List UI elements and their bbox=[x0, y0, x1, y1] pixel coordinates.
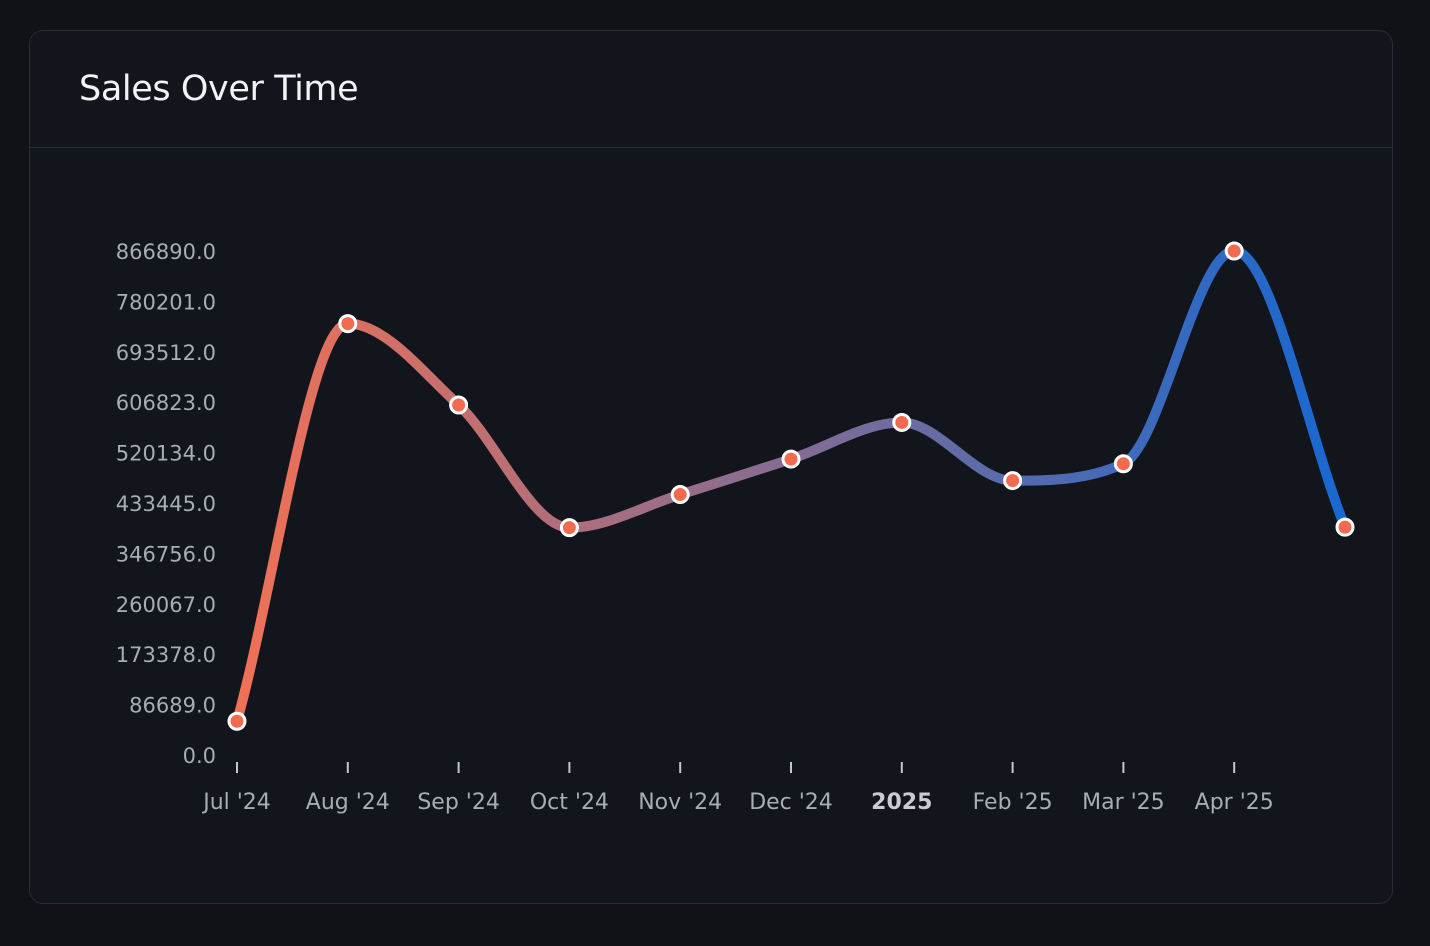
x-tick-label: Nov '24 bbox=[638, 790, 722, 815]
y-tick-label: 86689.0 bbox=[129, 694, 216, 718]
y-tick-label: 866890.0 bbox=[116, 240, 216, 264]
data-point[interactable] bbox=[1335, 517, 1355, 537]
y-tick-label: 260067.0 bbox=[116, 593, 216, 617]
x-tick-label: Dec '24 bbox=[749, 790, 833, 815]
data-point[interactable] bbox=[559, 518, 579, 538]
y-tick-label: 520134.0 bbox=[116, 442, 216, 466]
chart-title: Sales Over Time bbox=[79, 69, 359, 109]
x-tick-label: 2025 bbox=[871, 790, 932, 815]
x-tick-label: Apr '25 bbox=[1195, 790, 1274, 815]
x-tick-label: Oct '24 bbox=[530, 790, 609, 815]
data-point[interactable] bbox=[892, 412, 912, 432]
y-tick-label: 0.0 bbox=[183, 744, 216, 768]
data-point[interactable] bbox=[781, 449, 801, 469]
data-point[interactable] bbox=[227, 711, 247, 731]
data-point[interactable] bbox=[1224, 241, 1244, 261]
x-tick-label: Feb '25 bbox=[973, 790, 1053, 815]
data-point[interactable] bbox=[670, 485, 690, 505]
x-tick-label: Sep '24 bbox=[417, 790, 500, 815]
data-point[interactable] bbox=[338, 314, 358, 334]
y-tick-label: 433445.0 bbox=[116, 492, 216, 516]
data-point[interactable] bbox=[1113, 454, 1133, 474]
x-tick-label: Jul '24 bbox=[201, 790, 271, 815]
x-tick-label: Mar '25 bbox=[1082, 790, 1165, 815]
y-tick-label: 606823.0 bbox=[116, 391, 216, 415]
card-header: Sales Over Time bbox=[30, 31, 1392, 148]
y-tick-label: 693512.0 bbox=[116, 341, 216, 365]
series-sales bbox=[227, 241, 1355, 731]
x-axis: Jul '24 Aug '24 Sep '24 Oct '24 Nov '24 Dec '… bbox=[201, 762, 1274, 815]
data-point[interactable] bbox=[449, 395, 469, 415]
y-tick-label: 346756.0 bbox=[116, 542, 216, 566]
y-tick-label: 780201.0 bbox=[116, 290, 216, 314]
data-point[interactable] bbox=[1003, 471, 1023, 491]
y-axis: 0.0 86689.0 173378.0 260067.0 346756.0 433445… bbox=[116, 240, 216, 768]
y-tick-label: 173378.0 bbox=[116, 643, 216, 667]
chart-card: Sales Over Time bbox=[29, 30, 1393, 904]
sales-line bbox=[232, 246, 1350, 727]
x-tick-label: Aug '24 bbox=[306, 790, 390, 815]
